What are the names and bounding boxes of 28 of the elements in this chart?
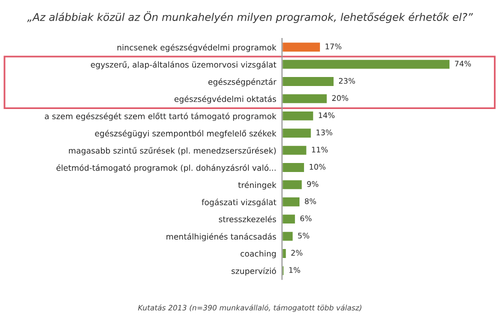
bar [282, 230, 294, 242]
y-tick-label: coaching [240, 250, 276, 258]
y-tick-label: nincsenek egészségvédelmi programok [117, 44, 276, 52]
y-tick-label: egyszerű, alap-általános üzemorvosi vizsgálat [90, 61, 276, 70]
bar [282, 248, 288, 260]
y-tick-label: a szem egészségét szem előtt tartó támogató programok [44, 112, 276, 121]
bar [282, 92, 328, 105]
y-tick-label: egészségpénztár [208, 78, 276, 86]
bar [282, 127, 312, 139]
y-tick-label: egészségvédelmi oktatás [174, 95, 276, 104]
bar [282, 58, 451, 70]
bar [282, 178, 304, 191]
bar [282, 144, 308, 156]
y-tick-label: életmód-támogató programok (pl. dohányzásról való... [56, 164, 276, 172]
y-tick-label: stresszkezelés [218, 216, 276, 222]
y-tick-label: mentálhigiénés tanácsadás [166, 233, 276, 242]
bar [282, 76, 335, 88]
y-tick-label: magasabb szintű szűrések (pl. menedzserszűrések) [68, 147, 276, 156]
bar [282, 110, 315, 122]
bar [282, 196, 301, 208]
y-tick-label: tréningek [238, 181, 276, 190]
y-tick-label: szupervízió [232, 267, 276, 276]
bar [282, 213, 296, 225]
bar [282, 41, 322, 53]
bar [282, 162, 306, 174]
y-tick-label: egészségügyi szempontból megfelelő székek [95, 130, 276, 138]
y-tick-label: fogászati vizsgálat [202, 198, 276, 207]
chart-title: „Az alábbiak közül az Ön munkahelyén milyen programok, lehetőségek érhetők el?” [27, 11, 473, 24]
